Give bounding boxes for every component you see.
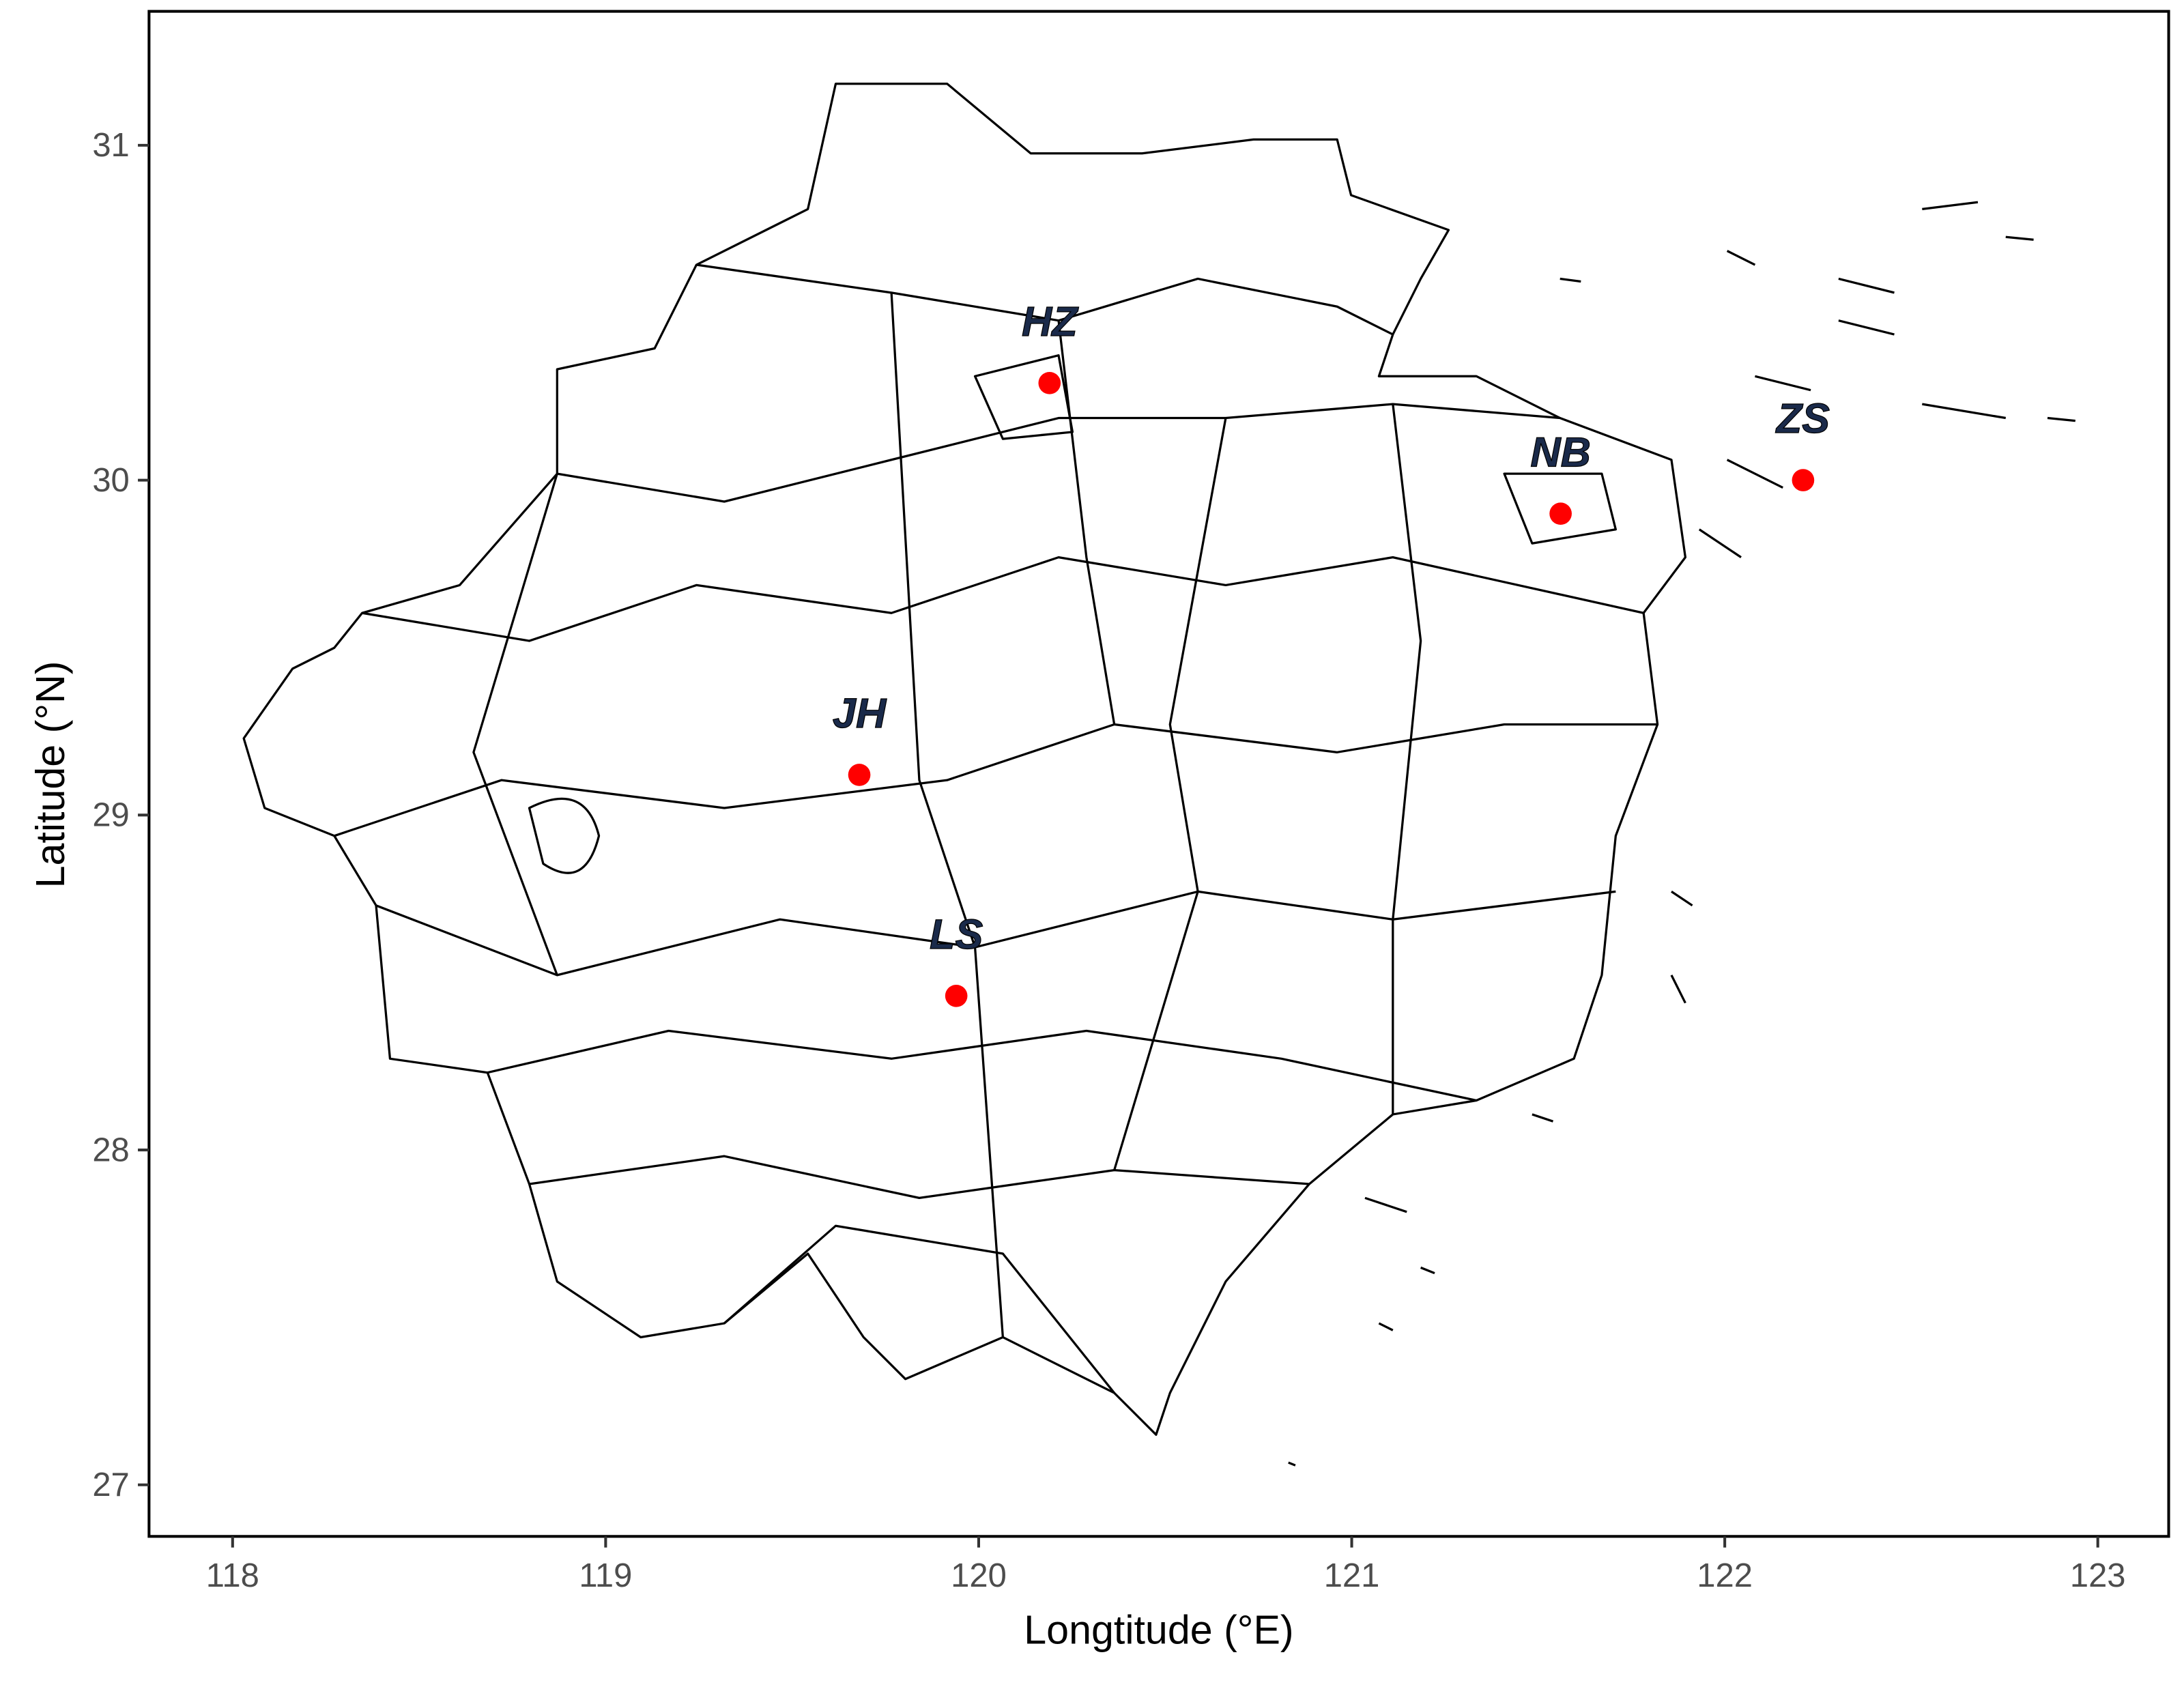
panel: [147, 10, 2170, 1538]
city-point: [1038, 371, 1061, 394]
city-label: HZ: [1022, 298, 1079, 345]
province-outline: [242, 83, 2075, 1467]
y-tick-label: 30: [92, 462, 129, 499]
city-label: LS: [930, 911, 983, 957]
city-label: NB: [1530, 429, 1590, 475]
x-tick-label: 122: [1697, 1557, 1753, 1594]
city-point: [945, 984, 968, 1007]
y-tick-label: 27: [92, 1467, 129, 1503]
y-tick-label: 29: [92, 797, 129, 834]
x-tick-label: 118: [206, 1557, 259, 1594]
city-label: JH: [833, 690, 887, 736]
city-label: ZS: [1775, 395, 1830, 442]
x-axis-label: Longtitude (°E): [1024, 1606, 1293, 1652]
x-tick-label: 123: [2070, 1557, 2126, 1594]
x-tick-label: 121: [1324, 1557, 1380, 1594]
y-tick-label: 28: [92, 1131, 129, 1168]
y-axis-label: Latitude (°N): [27, 661, 73, 889]
x-tick-label: 119: [579, 1557, 632, 1594]
x-tick-label: 120: [951, 1557, 1007, 1594]
city-point: [1549, 502, 1572, 525]
city-point: [1792, 469, 1815, 491]
y-tick-label: 31: [92, 127, 129, 164]
city-point: [848, 764, 871, 786]
